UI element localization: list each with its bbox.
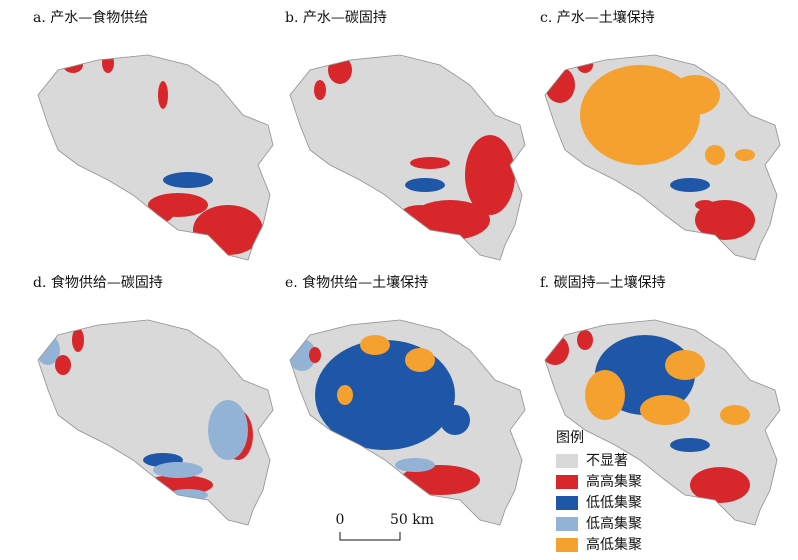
legend-swatch	[556, 538, 578, 552]
scale-line	[339, 532, 401, 541]
cluster-region	[314, 80, 326, 100]
cluster-region	[705, 145, 725, 165]
cluster-region	[63, 57, 83, 73]
boundary	[544, 54, 781, 261]
cluster-region	[153, 462, 203, 478]
cluster-region	[465, 135, 515, 215]
clusters	[38, 328, 253, 501]
panel-title: d. 食物供给—碳固持	[33, 274, 163, 291]
panel-title: a. 产水—食物供给	[33, 9, 148, 26]
cluster-region	[695, 200, 715, 210]
cluster-region	[395, 458, 435, 472]
legend-label: 不显著	[586, 453, 628, 469]
cluster-region	[640, 395, 690, 425]
clusters	[290, 335, 480, 495]
cluster-region	[309, 347, 321, 363]
cluster-region	[208, 400, 248, 460]
legend-title: 图例	[556, 430, 584, 446]
scale-end: 50 km	[390, 512, 434, 528]
cluster-region	[337, 385, 353, 405]
cluster-region	[577, 330, 593, 350]
boundary	[289, 54, 526, 261]
legend-label: 低低集聚	[586, 494, 642, 511]
legend-swatch	[556, 454, 578, 468]
boundary	[37, 319, 274, 526]
cluster-region	[695, 200, 755, 240]
boundary	[289, 319, 526, 526]
legend-swatch	[556, 475, 578, 489]
legend-label: 低高集聚	[586, 515, 642, 532]
legend-label: 高低集聚	[586, 536, 642, 553]
cluster-region	[102, 55, 114, 73]
cluster-region	[735, 149, 755, 161]
cluster-region	[405, 348, 435, 372]
panel-title: f. 碳固持—土壤保持	[540, 274, 666, 291]
cluster-region	[55, 355, 71, 375]
cluster-region	[545, 67, 575, 103]
clusters	[545, 330, 750, 503]
panel-title: b. 产水—碳固持	[285, 10, 387, 26]
legend-swatch	[556, 517, 578, 531]
cluster-region	[72, 328, 84, 352]
panel-title: c. 产水—土壤保持	[540, 9, 655, 26]
cluster-region	[670, 438, 710, 452]
map-panel: f. 碳固持—土壤保持	[540, 274, 781, 526]
panel-title: e. 食物供给—土壤保持	[285, 274, 428, 291]
scale-bar: 0 50 km	[336, 512, 434, 541]
cluster-region	[690, 467, 750, 503]
cluster-region	[405, 178, 445, 192]
cluster-region	[585, 370, 625, 420]
cluster-region	[158, 81, 168, 109]
clusters	[545, 57, 755, 240]
boundary	[544, 319, 781, 526]
panels: a. 产水—食物供给 b. 产水—碳固持 c. 产水—土壤保持 d. 食物供给—碳固持…	[33, 9, 781, 526]
cluster-region	[410, 157, 450, 169]
map-panel: e. 食物供给—土壤保持	[285, 274, 526, 526]
map-panel: c. 产水—土壤保持	[540, 9, 781, 261]
map-panel: b. 产水—碳固持	[285, 10, 526, 261]
scale-start: 0	[336, 512, 345, 528]
cluster-region	[360, 335, 390, 355]
legend-label: 高高集聚	[586, 473, 642, 490]
cluster-region	[670, 178, 710, 192]
cluster-region	[440, 405, 470, 435]
map-panel: a. 产水—食物供给	[33, 9, 274, 261]
legend-swatch	[556, 496, 578, 510]
cluster-region	[665, 350, 705, 380]
boundary	[37, 54, 274, 261]
cluster-region	[670, 75, 720, 115]
cluster-region	[720, 405, 750, 425]
cluster-region	[580, 65, 700, 165]
map-panel: d. 食物供给—碳固持	[33, 274, 274, 526]
cluster-region	[163, 172, 213, 188]
